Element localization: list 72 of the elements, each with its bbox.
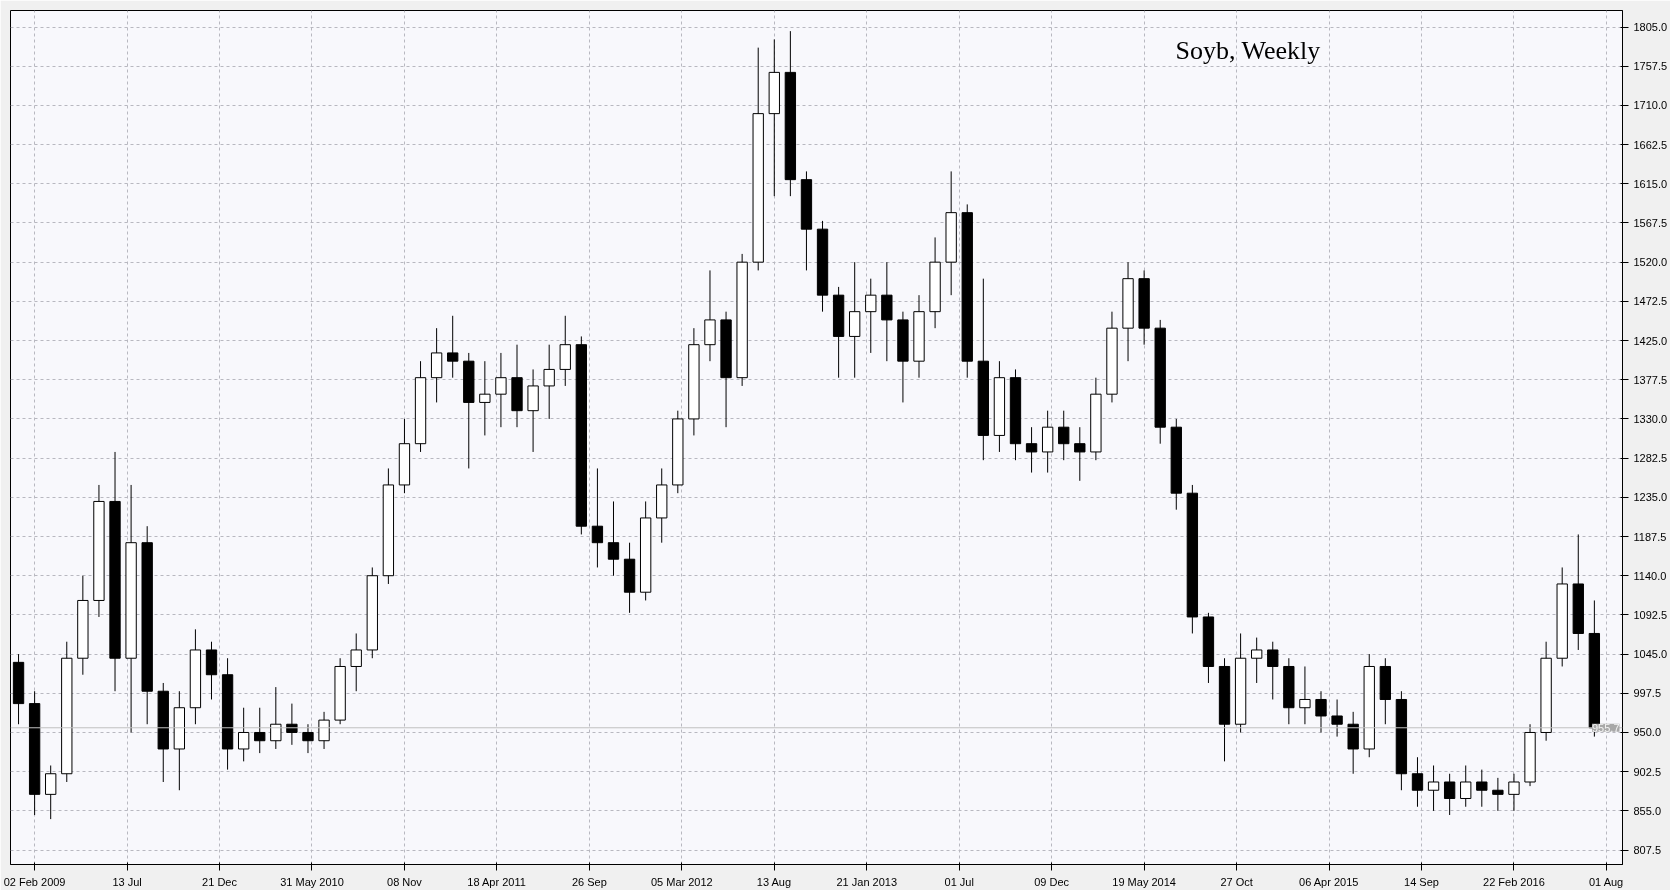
x-tick-label: 01 Jul xyxy=(944,875,974,888)
x-tick-label: 01 Aug xyxy=(1588,875,1624,888)
candlestick xyxy=(607,500,620,577)
x-tick-label: 13 Jul xyxy=(112,875,142,888)
candlestick xyxy=(1443,773,1456,816)
y-tick-label: 1377.5 xyxy=(1633,373,1668,386)
y-tick-label: 1662.5 xyxy=(1633,138,1668,151)
x-tick-label: 06 Apr 2015 xyxy=(1299,875,1359,888)
y-tick-label: 1710.0 xyxy=(1633,99,1668,112)
annotation: Soyb, Weekly xyxy=(1175,35,1321,65)
candlestick xyxy=(1411,756,1424,808)
candlestick xyxy=(350,632,362,692)
x-tick-label: 13 Aug xyxy=(756,875,792,888)
y-tick-label: 1805.0 xyxy=(1633,21,1668,33)
candlestick xyxy=(1331,698,1343,738)
x-tick-label: 05 Mar 2012 xyxy=(650,875,713,888)
y-tick-label: 1187.5 xyxy=(1633,530,1667,543)
candlestick xyxy=(1251,637,1263,684)
y-tick-label: 1425.0 xyxy=(1633,334,1668,347)
candlestick xyxy=(237,707,250,762)
y-tick-label: 950.0 xyxy=(1633,726,1662,739)
candlestick xyxy=(495,352,507,428)
x-tick-label: 14 Sep xyxy=(1404,875,1439,888)
candlestick xyxy=(1315,690,1327,733)
x-tick-label: 31 May 2010 xyxy=(280,875,344,888)
candlestick xyxy=(543,344,555,420)
y-tick-label: 855.0 xyxy=(1633,804,1662,817)
x-tick-label: 02 Feb 2009 xyxy=(3,875,66,888)
candlestick xyxy=(1460,764,1472,808)
candlestick xyxy=(254,707,266,754)
y-tick-label: 1472.5 xyxy=(1633,295,1668,308)
x-tick-label: 26 Sep xyxy=(571,875,607,888)
x-tick-label: 08 Nov xyxy=(387,875,423,888)
candlestick xyxy=(865,278,877,354)
y-tick-label: 997.5 xyxy=(1633,687,1662,700)
y-tick-label: 1330.0 xyxy=(1633,412,1668,425)
candlestick xyxy=(1058,410,1070,461)
candlestick xyxy=(1508,773,1520,812)
x-tick-label: 27 Oct xyxy=(1220,875,1253,888)
x-tick-label: 21 Dec xyxy=(202,875,238,888)
y-tick-label: 1757.5 xyxy=(1633,60,1668,73)
ref-line-label: 955.7 xyxy=(1591,721,1620,734)
y-tick-label: 1615.0 xyxy=(1633,177,1668,190)
x-tick-label: 18 Apr 2011 xyxy=(467,875,526,888)
candlestick xyxy=(1025,426,1038,474)
y-tick-label: 1282.5 xyxy=(1633,452,1668,465)
candlestick xyxy=(318,711,330,750)
candlestick xyxy=(1476,769,1488,808)
x-tick-label: 22 Feb 2016 xyxy=(1483,875,1545,888)
candlestick xyxy=(1267,641,1279,700)
x-tick-label: 09 Dec xyxy=(1034,875,1070,888)
candlestick xyxy=(479,360,491,436)
y-tick-label: 902.5 xyxy=(1633,765,1662,778)
y-tick-label: 1567.5 xyxy=(1633,216,1668,229)
y-tick-label: 1520.0 xyxy=(1633,256,1668,269)
candlestick xyxy=(1299,665,1311,725)
x-tick-label: 19 May 2014 xyxy=(1112,875,1176,888)
y-tick-label: 1235.0 xyxy=(1633,491,1668,504)
candlestick xyxy=(270,686,282,750)
y-tick-label: 1092.5 xyxy=(1633,608,1668,621)
candlestick xyxy=(302,723,314,754)
candlestick xyxy=(45,764,57,820)
y-tick-label: 807.5 xyxy=(1633,844,1662,857)
candlestick xyxy=(1427,764,1440,812)
candlestick xyxy=(286,703,298,746)
candlestick xyxy=(447,315,459,379)
y-tick-label: 1045.0 xyxy=(1633,648,1668,661)
y-tick-label: 1140.0 xyxy=(1633,569,1667,582)
x-tick-label: 21 Jan 2013 xyxy=(836,875,898,888)
candlestick xyxy=(591,467,604,568)
candlestick xyxy=(1074,426,1086,482)
candlestick xyxy=(1492,777,1504,812)
